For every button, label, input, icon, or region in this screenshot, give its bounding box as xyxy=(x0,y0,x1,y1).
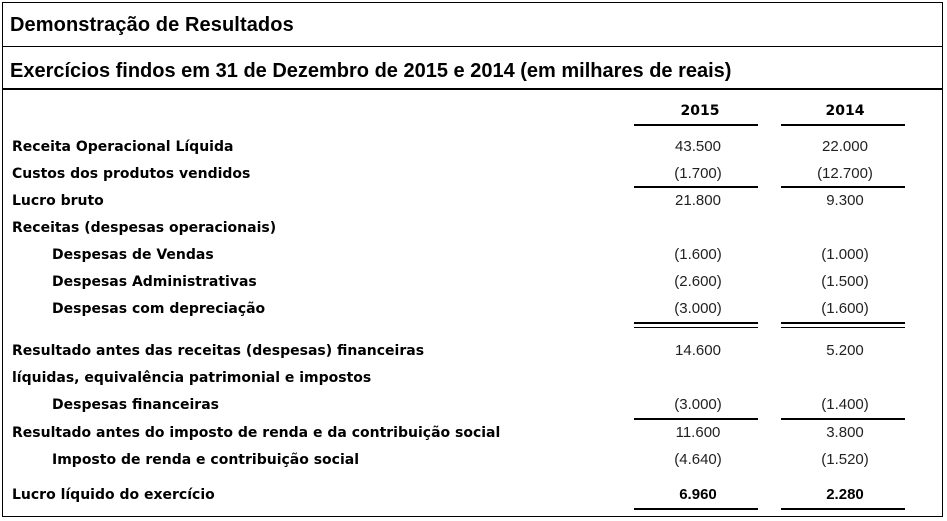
row-label: líquidas, equivalência patrimonial e imp… xyxy=(12,370,372,386)
row-label: Despesas de Vendas xyxy=(52,247,214,263)
row-label: Receitas (despesas operacionais) xyxy=(12,220,277,236)
value-2014: 3.800 xyxy=(826,424,864,441)
title-divider xyxy=(2,46,943,47)
total-rule-2014 xyxy=(781,508,905,510)
value-2015: (3.000) xyxy=(674,300,722,317)
row-label: Despesas com depreciação xyxy=(52,301,266,317)
row-resultado-antes-imposto: Resultado antes do imposto de renda e da… xyxy=(0,421,947,445)
subtotal-rule-2014 xyxy=(781,186,905,188)
subtotal-rule-2015 xyxy=(634,186,758,188)
value-2014: 2.280 xyxy=(826,486,864,503)
subtotal-rule-2015 xyxy=(634,322,758,324)
subtitle-divider xyxy=(2,88,943,90)
row-label: Resultado antes do imposto de renda e da… xyxy=(12,425,501,441)
row-despesas-vendas: Despesas de Vendas (1.600) (1.000) xyxy=(0,243,947,267)
statement-subtitle: Exercícios findos em 31 de Dezembro de 2… xyxy=(10,60,732,82)
value-2014: (1.000) xyxy=(821,246,869,263)
value-2015: 43.500 xyxy=(675,138,721,155)
value-2014: (1.520) xyxy=(821,451,869,468)
value-2014: (1.500) xyxy=(821,273,869,290)
value-2015: 21.800 xyxy=(675,192,721,209)
subtotal-rule-2014 xyxy=(781,418,905,420)
row-label: Receita Operacional Líquida xyxy=(12,139,234,155)
column-header-2014: 2014 xyxy=(825,103,865,119)
value-2014: 5.200 xyxy=(826,342,864,359)
row-lucro-liquido-exercicio: Lucro líquido do exercício 6.960 2.280 xyxy=(0,483,947,507)
row-label: Despesas financeiras xyxy=(52,397,219,413)
value-2015: 11.600 xyxy=(675,424,721,441)
row-receita-operacional-liquida: Receita Operacional Líquida 43.500 22.00… xyxy=(0,135,947,159)
row-label: Custos dos produtos vendidos xyxy=(12,166,251,182)
value-2015: 14.600 xyxy=(675,342,721,359)
column-header-2015: 2015 xyxy=(680,103,720,119)
subtotal-rule-2015 xyxy=(634,418,758,420)
row-despesas-administrativas: Despesas Administrativas (2.600) (1.500) xyxy=(0,270,947,294)
total-rule-2015 xyxy=(634,508,758,510)
row-label: Despesas Administrativas xyxy=(52,274,257,290)
row-imposto-renda-contribuicao: Imposto de renda e contribuição social (… xyxy=(0,448,947,472)
value-2014: (1.600) xyxy=(821,300,869,317)
column-header-rule-2014 xyxy=(781,124,905,126)
row-resultado-antes-receitas-financeiras: Resultado antes das receitas (despesas) … xyxy=(0,339,947,363)
statement-title: Demonstração de Resultados xyxy=(10,14,294,36)
column-header-rule-2015 xyxy=(634,124,758,126)
value-2015: 6.960 xyxy=(679,486,717,503)
row-label: Lucro bruto xyxy=(12,193,104,209)
row-receitas-despesas-operacionais: Receitas (despesas operacionais) xyxy=(0,216,947,240)
value-2015: (3.000) xyxy=(674,396,722,413)
row-custos-produtos-vendidos: Custos dos produtos vendidos (1.700) (12… xyxy=(0,162,947,186)
value-2015: (1.600) xyxy=(674,246,722,263)
row-despesas-depreciacao: Despesas com depreciação (3.000) (1.600) xyxy=(0,297,947,321)
value-2014: 9.300 xyxy=(826,192,864,209)
value-2014: (12.700) xyxy=(817,165,873,182)
subtotal-double-rule-2014 xyxy=(781,327,905,328)
row-despesas-financeiras: Despesas financeiras (3.000) (1.400) xyxy=(0,393,947,417)
value-2015: (2.600) xyxy=(674,273,722,290)
row-label: Lucro líquido do exercício xyxy=(12,487,215,503)
row-liquidas-equivalencia: líquidas, equivalência patrimonial e imp… xyxy=(0,366,947,390)
subtotal-double-rule-2015 xyxy=(634,327,758,328)
value-2015: (1.700) xyxy=(674,165,722,182)
value-2014: 22.000 xyxy=(822,138,868,155)
row-label: Imposto de renda e contribuição social xyxy=(52,452,360,468)
subtotal-rule-2014 xyxy=(781,322,905,324)
value-2014: (1.400) xyxy=(821,396,869,413)
row-label: Resultado antes das receitas (despesas) … xyxy=(12,343,425,359)
row-lucro-bruto: Lucro bruto 21.800 9.300 xyxy=(0,189,947,213)
value-2015: (4.640) xyxy=(674,451,722,468)
